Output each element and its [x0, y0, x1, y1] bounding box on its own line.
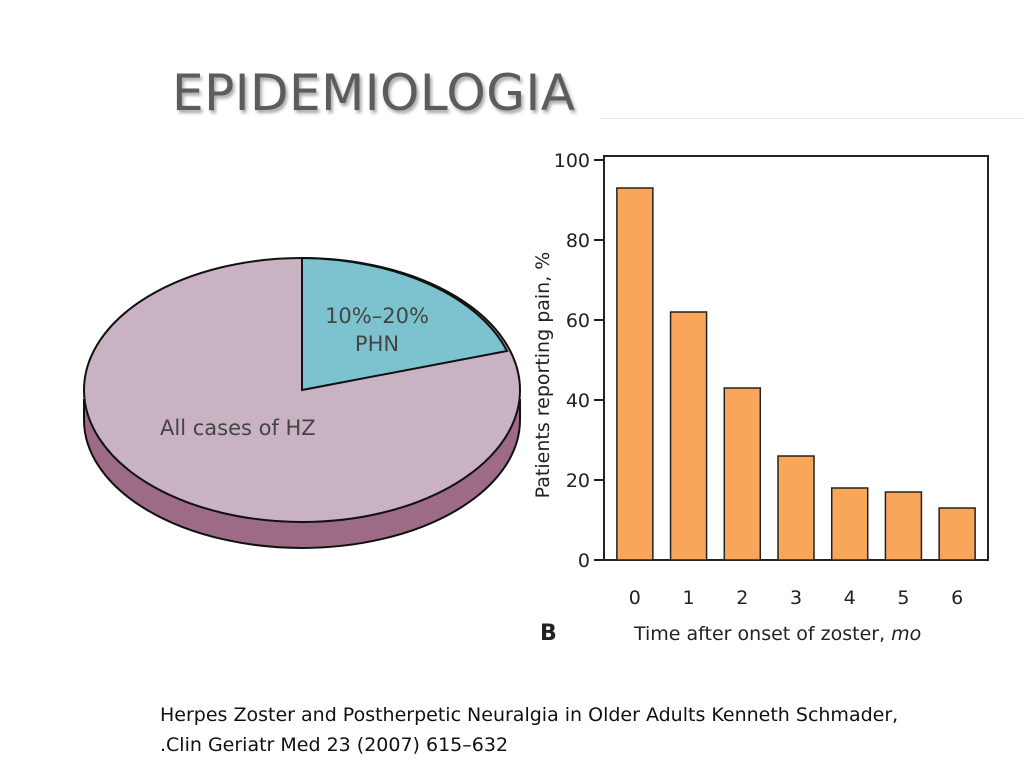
y-tick-label: 100	[554, 150, 590, 172]
x-axis: 0 1 2 3 4 5 6	[629, 587, 963, 609]
y-tick-label: 80	[566, 230, 590, 252]
x-tick-label: 2	[736, 587, 748, 609]
x-axis-label: Time after onset of zoster, mo	[633, 623, 921, 645]
bar-month-1	[669, 311, 708, 561]
panel-label: B	[540, 621, 557, 646]
y-tick-label: 20	[566, 470, 590, 492]
y-tick-label: 60	[566, 310, 590, 332]
x-axis-label-unit: mo	[891, 623, 921, 645]
bar-month-2	[723, 387, 762, 561]
x-tick-label: 6	[951, 587, 963, 609]
bar-month-6	[938, 507, 976, 561]
y-tick-label: 0	[578, 550, 590, 572]
x-axis-label-text: Time after onset of zoster,	[633, 623, 891, 645]
bar-month-5	[884, 491, 923, 561]
x-tick-label: 1	[683, 587, 695, 609]
citation-line-2: .Clin Geriatr Med 23 (2007) 615–632	[160, 734, 509, 756]
slide-title: EPIDEMIOLOGIA	[172, 64, 576, 122]
y-axis: 0 20 40 60 80 100	[554, 150, 604, 572]
bar-month-0	[616, 187, 654, 561]
citation: Herpes Zoster and Postherpetic Neuralgia…	[160, 700, 1000, 760]
pie-label-phn: PHN	[355, 332, 399, 356]
bar-chart: 0 20 40 60 80 100 0 1 2 3 4 5 6 Patients reporting …	[532, 150, 989, 646]
x-tick-label: 4	[844, 587, 856, 609]
bar-month-4	[830, 487, 869, 561]
pie-chart: All cases of HZ 10%–20% PHN	[83, 256, 521, 549]
x-tick-label: 3	[790, 587, 802, 609]
bar-month-3	[777, 455, 815, 561]
x-tick-label: 5	[897, 587, 909, 609]
citation-line-1: Herpes Zoster and Postherpetic Neuralgia…	[160, 704, 899, 726]
bars	[616, 187, 976, 561]
y-axis-label: Patients reporting pain, %	[532, 252, 554, 499]
pie-label-all-cases: All cases of HZ	[160, 416, 316, 440]
pie-label-phn-percent: 10%–20%	[325, 304, 429, 328]
title-divider	[600, 118, 1024, 119]
x-tick-label: 0	[629, 587, 641, 609]
y-tick-label: 40	[566, 390, 590, 412]
pie-slice-phn	[301, 256, 509, 392]
